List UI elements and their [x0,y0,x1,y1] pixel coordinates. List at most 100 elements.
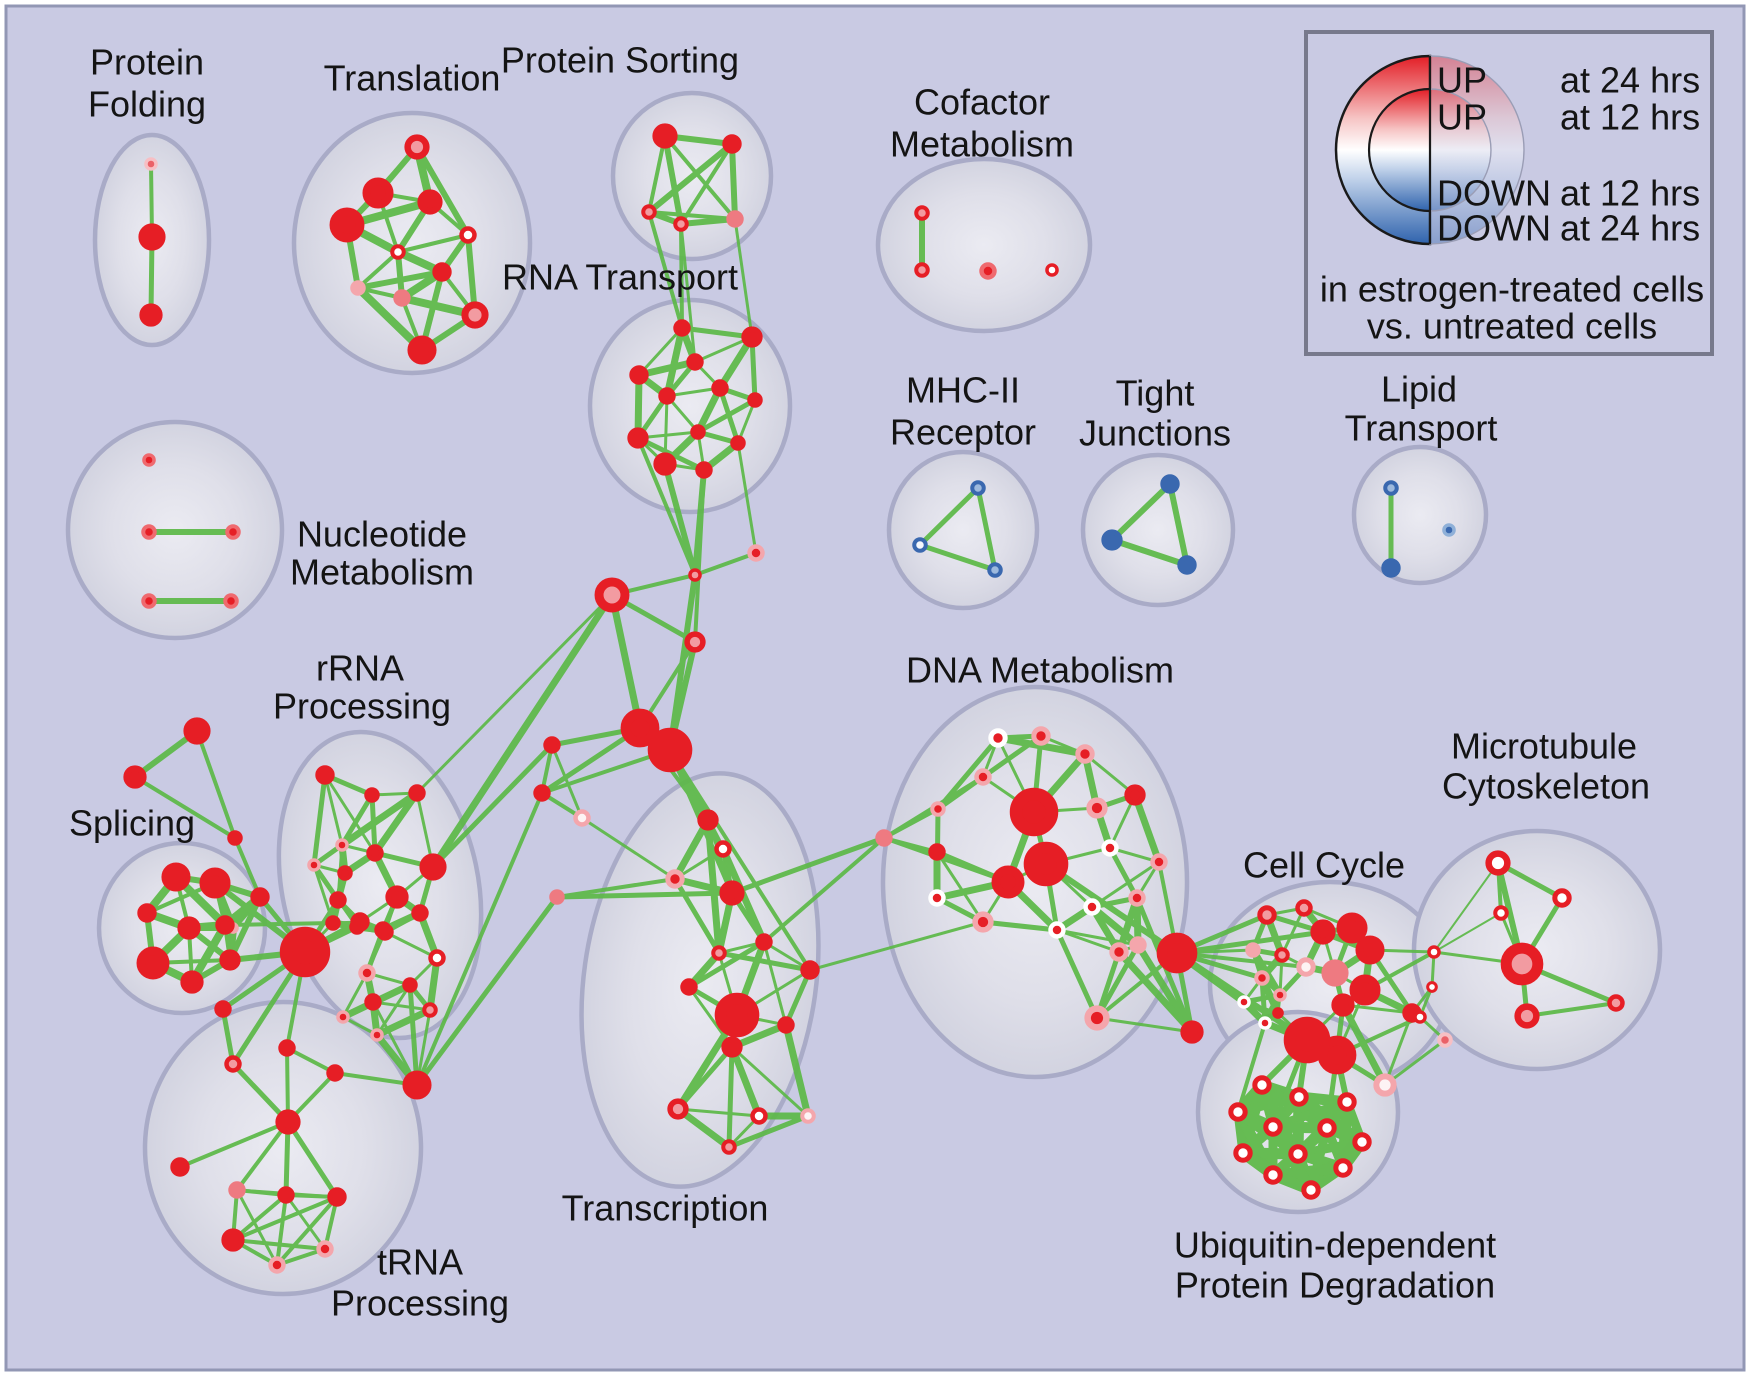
node-mt4[interactable] [1514,1003,1540,1029]
node-dm2[interactable] [1075,744,1095,764]
node-st1[interactable] [123,765,147,789]
node-tx13[interactable] [721,1139,737,1155]
node-bb6[interactable] [543,736,561,754]
node-rt3[interactable] [629,365,649,385]
node-tx11[interactable] [750,1107,768,1125]
node-cc2[interactable] [1295,899,1313,917]
node-sp1[interactable] [199,867,231,899]
node-rr16[interactable] [376,923,394,941]
node-tr7[interactable] [350,280,366,296]
node-sp3[interactable] [177,916,201,940]
node-bb10[interactable] [549,889,565,905]
node-rr9[interactable] [329,891,347,909]
node-cc5[interactable] [1355,935,1385,965]
node-mt8[interactable] [1413,1010,1427,1024]
node-rr10[interactable] [350,912,370,932]
node-tr2[interactable] [417,189,443,215]
node-ub0[interactable] [1252,1075,1272,1095]
node-cc16[interactable] [1272,1007,1284,1019]
node-tr0[interactable] [404,134,430,160]
node-dm19[interactable] [1084,1005,1110,1031]
node-cc1[interactable] [1257,905,1277,925]
node-rr0[interactable] [315,765,335,785]
node-ub6[interactable] [1352,1132,1372,1152]
node-rr1[interactable] [364,787,380,803]
node-tr6[interactable] [432,262,452,282]
node-rt9[interactable] [730,435,746,451]
node-bb9[interactable] [875,829,893,847]
node-bb0[interactable] [594,577,630,613]
node-tx6[interactable] [680,978,698,996]
node-dm11[interactable] [1101,839,1119,857]
node-cc3[interactable] [1310,919,1336,945]
node-tx14[interactable] [800,960,820,980]
node-mt7[interactable] [1426,981,1438,993]
node-dm15[interactable] [1048,921,1066,939]
node-ps4[interactable] [726,210,744,228]
node-dm3[interactable] [974,768,992,786]
node-mt3[interactable] [1500,942,1544,986]
node-ub8[interactable] [1288,1144,1308,1164]
node-tr10[interactable] [407,335,437,365]
node-rr21[interactable] [422,1002,438,1018]
node-nm4[interactable] [223,593,239,609]
node-ub1[interactable] [1289,1087,1309,1107]
node-tr1[interactable] [362,177,394,209]
node-rt10[interactable] [653,452,677,476]
node-ub10[interactable] [1263,1165,1283,1185]
node-cf2[interactable] [979,262,997,280]
node-pf1[interactable] [138,223,166,251]
node-rt5[interactable] [658,387,676,405]
node-dm13[interactable] [972,911,994,933]
node-tn8[interactable] [327,1187,347,1207]
node-tx3[interactable] [719,880,745,906]
node-lt0[interactable] [1383,480,1399,496]
node-tx9[interactable] [721,1036,743,1058]
node-rr18[interactable] [364,993,382,1011]
node-tj1[interactable] [1101,529,1123,551]
node-tr3[interactable] [329,207,365,243]
node-sp5[interactable] [136,946,170,980]
node-tx4[interactable] [755,933,773,951]
node-dm6[interactable] [1009,787,1059,837]
node-tn10[interactable] [268,1256,286,1274]
node-dm16[interactable] [1150,853,1168,871]
node-cc15[interactable] [1258,1016,1272,1030]
node-bb1[interactable] [688,568,702,582]
node-tx10[interactable] [667,1098,689,1120]
node-tr8[interactable] [393,289,411,307]
node-dm17[interactable] [1128,889,1146,907]
node-sp6[interactable] [180,970,204,994]
node-dm12[interactable] [928,889,946,907]
node-mhc1[interactable] [912,537,928,553]
node-mhc2[interactable] [987,562,1003,578]
node-dm10[interactable] [1124,784,1146,806]
node-cc6[interactable] [1245,942,1261,958]
node-sp2[interactable] [137,903,157,923]
node-mt9[interactable] [1437,1032,1453,1048]
node-tj2[interactable] [1177,555,1197,575]
node-cc11[interactable] [1273,988,1287,1002]
node-rt11[interactable] [695,461,713,479]
node-rt1[interactable] [741,326,763,348]
node-tj0[interactable] [1160,474,1180,494]
node-ub7[interactable] [1233,1143,1253,1163]
node-cc7[interactable] [1274,947,1290,963]
node-nm2[interactable] [225,524,241,540]
node-sp0[interactable] [161,862,191,892]
node-mhc0[interactable] [970,480,986,496]
node-sp9[interactable] [250,887,270,907]
node-lt1[interactable] [1442,523,1456,537]
node-tn11[interactable] [316,1240,334,1258]
node-dm9[interactable] [1086,797,1108,819]
node-rr19[interactable] [402,977,418,993]
node-tx5[interactable] [711,945,727,961]
node-ub5[interactable] [1317,1118,1337,1138]
node-sp8[interactable] [215,915,235,935]
node-rr24[interactable] [402,1070,432,1100]
node-mt0[interactable] [1485,850,1511,876]
node-dm21[interactable] [1129,936,1147,954]
node-rr5[interactable] [337,865,353,881]
node-bb2[interactable] [747,544,765,562]
node-ub2[interactable] [1337,1092,1357,1112]
